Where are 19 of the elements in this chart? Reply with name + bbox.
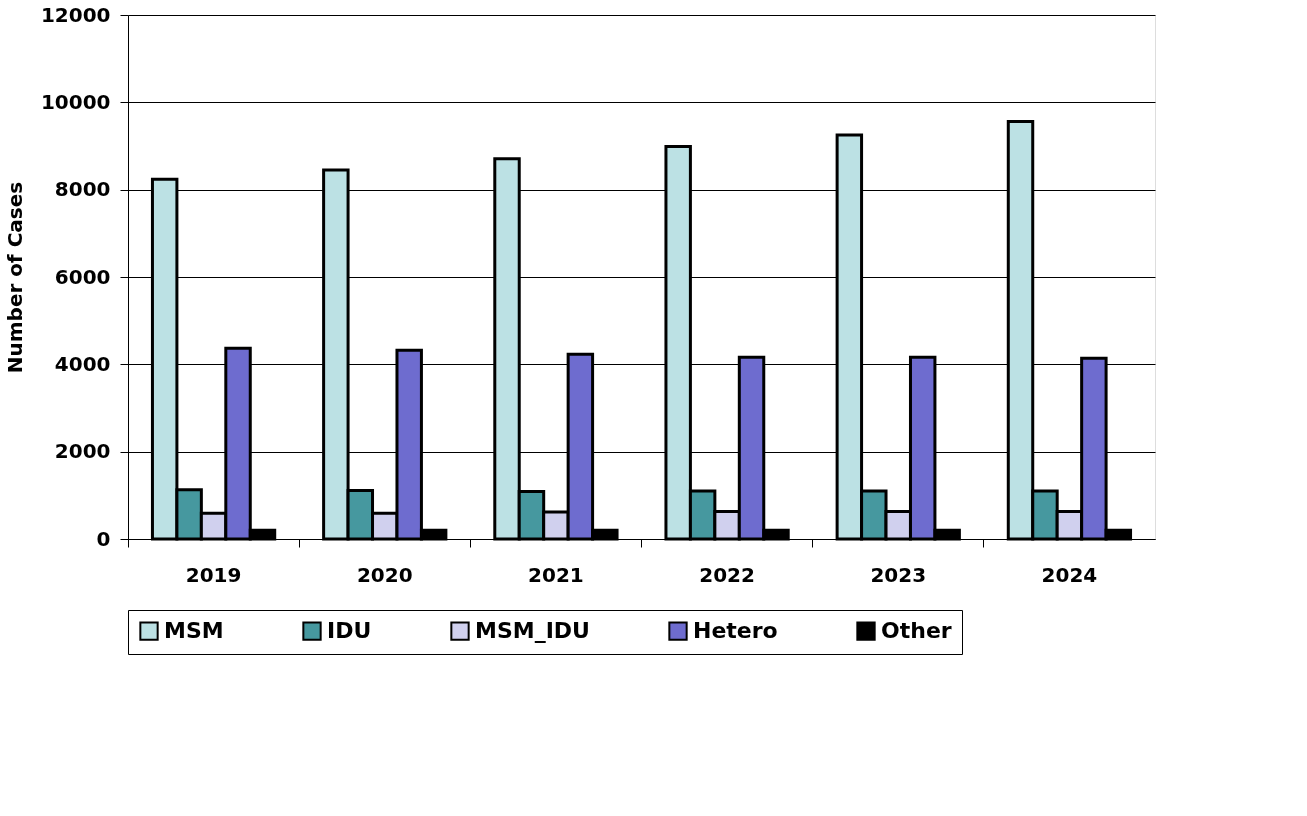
legend-label: MSM [164, 618, 224, 644]
y-tick-label: 8000 [54, 177, 111, 202]
y-tick-label: 10000 [40, 89, 111, 114]
legend-label: Other [881, 618, 952, 644]
x-tick-label: 2022 [699, 562, 755, 587]
x-tick-label: 2021 [528, 562, 584, 587]
legend-label: Hetero [693, 618, 778, 644]
x-tick-label: 2020 [356, 562, 413, 587]
x-tick-label: 2023 [870, 562, 927, 587]
y-tick-label: 2000 [54, 439, 111, 464]
legend-label: IDU [327, 618, 372, 644]
y-axis-title: Number of Cases [2, 181, 27, 374]
y-tick-label: 4000 [54, 351, 111, 376]
y-tick-label: 0 [96, 526, 111, 551]
x-tick-label: 2019 [185, 562, 242, 587]
y-tick-label: 12000 [40, 2, 111, 27]
legend-label: MSM_IDU [475, 618, 590, 644]
y-tick-label: 6000 [54, 264, 111, 289]
x-tick-label: 2024 [1041, 562, 1098, 587]
